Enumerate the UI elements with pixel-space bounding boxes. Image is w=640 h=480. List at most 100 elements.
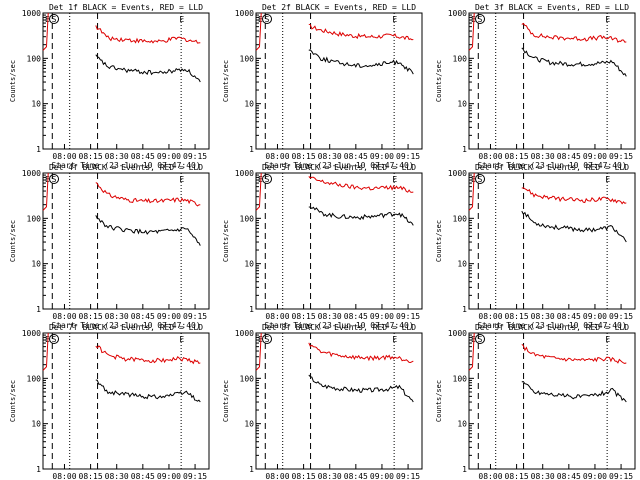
events-series-line (95, 54, 201, 83)
marker-e2-label: E (605, 335, 610, 344)
y-axis-label: Counts/sec (9, 380, 17, 422)
lld-series-line (308, 176, 414, 193)
x-tick-label: 08:45 (557, 312, 581, 321)
lld-spike (255, 12, 262, 51)
detector-panel: Det 5f BLACK = Events, RED = LLD 1 10 100 10… (222, 163, 423, 330)
x-tick-label: 08:30 (531, 152, 555, 161)
y-tick-label: 10 (457, 420, 467, 429)
plot-frame (42, 332, 210, 470)
marker-s-label: S (478, 15, 483, 24)
events-series-line (308, 374, 414, 403)
x-tick-label: 08:00 (265, 472, 289, 480)
y-tick-label: 10 (244, 100, 254, 109)
marker-s-circle (475, 334, 486, 344)
x-tick-label: 08:30 (531, 472, 555, 480)
marker-s-label: S (265, 175, 270, 184)
plot-frame (468, 332, 636, 470)
x-tick-label: 08:30 (531, 312, 555, 321)
y-tick-label: 1000 (22, 169, 41, 178)
plot-frame (255, 332, 423, 470)
y-axis-label: Counts/sec (222, 60, 230, 102)
x-tick-label: 08:45 (557, 152, 581, 161)
y-tick-label: 1 (462, 465, 467, 474)
marker-s-label: S (265, 335, 270, 344)
x-tick-label: 08:15 (505, 312, 529, 321)
events-series-line (521, 210, 627, 243)
y-tick-label: 1 (462, 145, 467, 154)
y-tick-label: 100 (240, 54, 255, 63)
detector-panel: Det 7f BLACK = Events, RED = LLD 1 10 100 10… (9, 323, 210, 480)
x-tick-label: 08:30 (105, 312, 129, 321)
y-axis-label: Counts/sec (9, 60, 17, 102)
y-tick-label: 100 (453, 214, 468, 223)
marker-s-circle (475, 14, 486, 24)
lld-series-line (521, 187, 627, 205)
x-tick-label: 08:00 (52, 152, 76, 161)
x-tick-label: 09:15 (396, 152, 420, 161)
x-tick-label: 08:00 (478, 312, 502, 321)
x-axis-label: Start Time (23-Jun-10 07:47:40) (51, 321, 200, 330)
marker-s-label: S (52, 175, 57, 184)
lld-series-line (308, 23, 414, 41)
panel-title: Det 3f BLACK = Events, RED = LLD (475, 3, 629, 12)
x-tick-label: 08:30 (105, 152, 129, 161)
x-axis-label: Start Time (23-Jun-10 07:47:40) (477, 321, 626, 330)
x-axis-label: Start Time (23-Jun-10 07:47:40) (264, 161, 413, 170)
plot-frame (42, 12, 210, 150)
x-tick-label: 09:00 (370, 312, 394, 321)
marker-s-circle (262, 174, 273, 184)
x-tick-label: 09:00 (370, 472, 394, 480)
x-tick-label: 08:00 (52, 472, 76, 480)
detector-panel: Det 2f BLACK = Events, RED = LLD 1 10 100 10… (222, 3, 423, 170)
y-axis-label: Counts/sec (222, 380, 230, 422)
x-tick-label: 08:00 (52, 312, 76, 321)
y-tick-label: 1000 (235, 169, 254, 178)
x-tick-label: 08:15 (292, 152, 316, 161)
y-tick-label: 10 (457, 260, 467, 269)
x-tick-label: 08:45 (131, 472, 155, 480)
y-tick-label: 1 (249, 145, 254, 154)
y-tick-label: 10 (31, 420, 41, 429)
panel-title: Det 1f BLACK = Events, RED = LLD (49, 3, 203, 12)
y-tick-label: 1000 (235, 9, 254, 18)
x-tick-label: 08:00 (478, 472, 502, 480)
lld-series-line (521, 22, 627, 43)
marker-e2-label: E (605, 175, 610, 184)
marker-s-circle (49, 14, 60, 24)
y-tick-label: 100 (240, 214, 255, 223)
x-axis-label: Start Time (23-Jun-10 07:47:40) (51, 161, 200, 170)
y-tick-label: 100 (453, 374, 468, 383)
marker-s-label: S (265, 15, 270, 24)
marker-s-label: S (52, 335, 57, 344)
y-tick-label: 10 (244, 420, 254, 429)
x-tick-label: 08:15 (292, 312, 316, 321)
x-tick-label: 08:00 (265, 312, 289, 321)
marker-e2-label: E (392, 175, 397, 184)
x-tick-label: 08:45 (131, 312, 155, 321)
y-tick-label: 100 (240, 374, 255, 383)
panel-title: Det 9f BLACK = Events, RED = LLD (475, 323, 629, 332)
panel-title: Det 2f BLACK = Events, RED = LLD (262, 3, 416, 12)
marker-e2-label: E (179, 335, 184, 344)
plot-frame (468, 12, 636, 150)
marker-s-circle (49, 334, 60, 344)
lld-spike (42, 172, 49, 211)
x-tick-label: 08:15 (292, 472, 316, 480)
x-tick-label: 08:15 (505, 472, 529, 480)
y-tick-label: 1000 (235, 329, 254, 338)
marker-s-label: S (478, 175, 483, 184)
y-tick-label: 1 (36, 305, 41, 314)
y-tick-label: 1 (249, 305, 254, 314)
x-tick-label: 09:00 (583, 312, 607, 321)
lld-series-line (95, 25, 201, 44)
marker-e2-label: E (605, 15, 610, 24)
events-series-line (95, 379, 201, 403)
x-tick-label: 09:00 (583, 152, 607, 161)
y-tick-label: 10 (457, 100, 467, 109)
x-tick-label: 08:15 (505, 152, 529, 161)
x-tick-label: 08:00 (265, 152, 289, 161)
y-tick-label: 10 (244, 260, 254, 269)
y-axis-label: Counts/sec (435, 60, 443, 102)
lld-spike (255, 332, 262, 371)
